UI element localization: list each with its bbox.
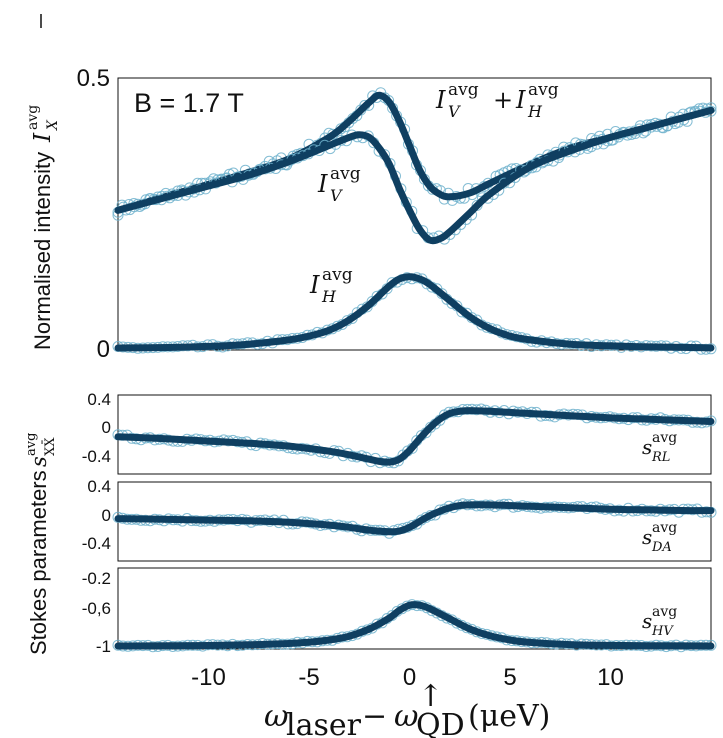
panel-label-sup: avg — [652, 520, 677, 536]
xlabel-laser-sub: laser — [286, 708, 362, 738]
s-rl-data-layer — [112, 403, 717, 469]
panel-label-sub: RL — [651, 450, 670, 465]
panel-label-sub: HV — [651, 624, 674, 639]
series-h-markers — [112, 272, 717, 355]
ylabel-text: Normalised intensity — [30, 152, 55, 350]
ytick-label: 0 — [102, 418, 111, 437]
s-rl-label: s RL avg — [642, 430, 677, 465]
series-label-h: I H avg — [309, 265, 353, 306]
ylabel-text: Stokes parameters — [26, 470, 51, 655]
x-tick-label: 10 — [597, 664, 624, 691]
s-hv-panel: -0.2 -0,6 -1 s HV avg — [82, 567, 717, 656]
s-rl-markers — [112, 403, 717, 469]
panel-label-sup: avg — [652, 604, 677, 620]
s-hv-fit-line — [114, 601, 715, 650]
panel-label-sym: s — [642, 435, 652, 459]
s-da-data-layer — [112, 498, 717, 539]
x-tick-label: -10 — [191, 664, 226, 691]
ytick-label: 0 — [102, 506, 111, 525]
x-tick-labels: -10 -5 0 5 10 — [191, 664, 624, 691]
series-label-plus: + — [493, 86, 513, 114]
ylabel-sub: X — [45, 119, 61, 131]
series-label-sub: H — [321, 287, 337, 306]
intensity-axes-frame — [117, 77, 712, 351]
panel-label-sup: avg — [652, 430, 677, 446]
ytick-label: 0.4 — [87, 390, 111, 409]
series-v-fit-line — [114, 106, 715, 245]
s-hv-axes-frame — [117, 567, 712, 650]
ytick-label-zero: 0 — [97, 336, 110, 363]
panel-label-sub: DA — [651, 540, 672, 555]
ytick-label: -0.4 — [82, 447, 111, 466]
x-tick-label: -5 — [298, 664, 319, 691]
series-label-sup: avg — [330, 164, 361, 184]
s-da-label: s DA avg — [642, 520, 677, 555]
ylabel-sym: I — [30, 132, 56, 143]
ylabel-sym: s — [27, 456, 51, 467]
ytick-label: -0.2 — [82, 569, 111, 588]
field-annotation: B = 1.7 T — [134, 88, 244, 118]
series-label-sym: I — [317, 170, 328, 198]
series-label-sym: I — [309, 271, 320, 299]
series-label-sub: H — [527, 102, 543, 121]
xlabel-arrow-sup: ↑ — [418, 679, 443, 714]
intensity-panel: 0.5 0 B = 1.7 T I V avg + I H avg I V av… — [77, 65, 717, 363]
intensity-ylabel: Normalised intensity I X avg — [25, 105, 61, 350]
ylabel-sup: avg — [25, 105, 41, 130]
s-da-panel: 0.4 0 -0.4 s DA avg — [82, 477, 717, 562]
s-rl-panel: 0.4 0 -0.4 s RL avg — [82, 390, 717, 475]
xlabel-unit: (μeV) — [468, 699, 550, 734]
series-label-sup: avg — [322, 265, 353, 285]
series-label-v-plus-h: I V avg + I H avg — [435, 80, 559, 121]
xlabel-minus: − — [362, 699, 387, 734]
ylabel-sup: avg — [24, 433, 39, 456]
xlabel-qd-sub: QD — [416, 708, 465, 738]
x-tick-label: 0 — [403, 664, 416, 691]
xlabel-omega: ω — [264, 699, 288, 734]
x-tick-label: 5 — [503, 664, 516, 691]
s-hv-label: s HV avg — [642, 604, 677, 639]
x-axis-label: ω laser − ω QD ↑ (μeV) — [264, 679, 550, 738]
series-label-sup: avg — [448, 80, 479, 100]
xlabel-omega: ω — [394, 699, 418, 734]
series-label-sub: V — [448, 102, 461, 121]
series-label-v: I V avg — [317, 164, 361, 205]
panel-label-sym: s — [642, 525, 652, 549]
panel-label-sym: s — [642, 609, 652, 633]
ytick-label: -0.4 — [82, 534, 111, 553]
s-rl-fit-line — [114, 407, 715, 466]
series-label-sym: I — [435, 86, 446, 114]
s-rl-axes-frame — [117, 394, 712, 475]
ylabel-sub: XX̄ — [42, 437, 58, 456]
intensity-data-layer — [112, 87, 717, 355]
ytick-label: -0,6 — [82, 599, 111, 618]
series-label-sub: V — [330, 186, 343, 205]
ytick-label: -1 — [96, 637, 111, 656]
series-h-fit-line — [114, 273, 715, 352]
series-label-sup: avg — [528, 80, 559, 100]
ytick-label-top: 0.5 — [77, 65, 110, 92]
ytick-label: 0.4 — [87, 477, 111, 496]
stokes-ylabel: Stokes parameters s XX̄ avg — [24, 433, 58, 655]
s-da-fit-line — [114, 501, 715, 536]
series-label-sym: I — [515, 86, 526, 114]
s-hv-data-layer — [112, 599, 717, 653]
